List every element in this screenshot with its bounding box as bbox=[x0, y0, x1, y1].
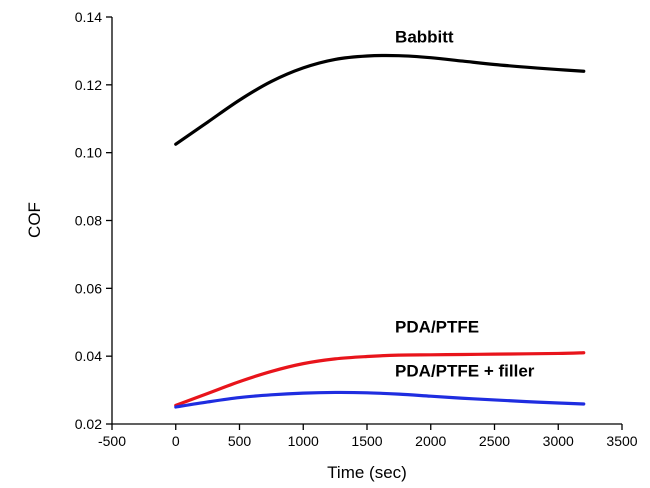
y-tick-label: 0.14 bbox=[75, 9, 102, 25]
x-tick-label: 2000 bbox=[415, 433, 446, 449]
y-tick-label: 0.06 bbox=[75, 280, 102, 296]
x-tick-label: 1500 bbox=[351, 433, 382, 449]
series-line-0 bbox=[174, 53, 586, 146]
series-line-1 bbox=[174, 351, 586, 407]
y-tick-label: 0.04 bbox=[75, 348, 102, 364]
y-axis-title: COF bbox=[25, 202, 44, 238]
y-tick-label: 0.10 bbox=[75, 145, 102, 161]
y-tick-label: 0.08 bbox=[75, 213, 102, 229]
y-tick-label: 0.12 bbox=[75, 77, 102, 93]
series-lines bbox=[174, 53, 586, 409]
series-label-2: PDA/PTFE + filler bbox=[395, 362, 535, 381]
x-axis-title: Time (sec) bbox=[327, 463, 407, 482]
ticks: -500 0 500 1000 1500 2000 2500 3000 3500 0.02 0.04… bbox=[75, 9, 638, 449]
series-label-1: PDA/PTFE bbox=[395, 317, 479, 336]
x-tick-label: -500 bbox=[98, 433, 126, 449]
series-label-0: Babbitt bbox=[395, 27, 454, 46]
x-tick-label: 2500 bbox=[479, 433, 510, 449]
x-tick-label: 1000 bbox=[288, 433, 319, 449]
series-line-2 bbox=[174, 390, 586, 409]
x-tick-label: 500 bbox=[228, 433, 252, 449]
x-tick-label: 3000 bbox=[543, 433, 574, 449]
x-tick-label: 0 bbox=[172, 433, 180, 449]
y-tick-label: 0.02 bbox=[75, 416, 102, 432]
x-tick-label: 3500 bbox=[606, 433, 637, 449]
series-labels: Babbitt PDA/PTFE PDA/PTFE + filler bbox=[395, 27, 535, 380]
axes bbox=[111, 17, 622, 425]
